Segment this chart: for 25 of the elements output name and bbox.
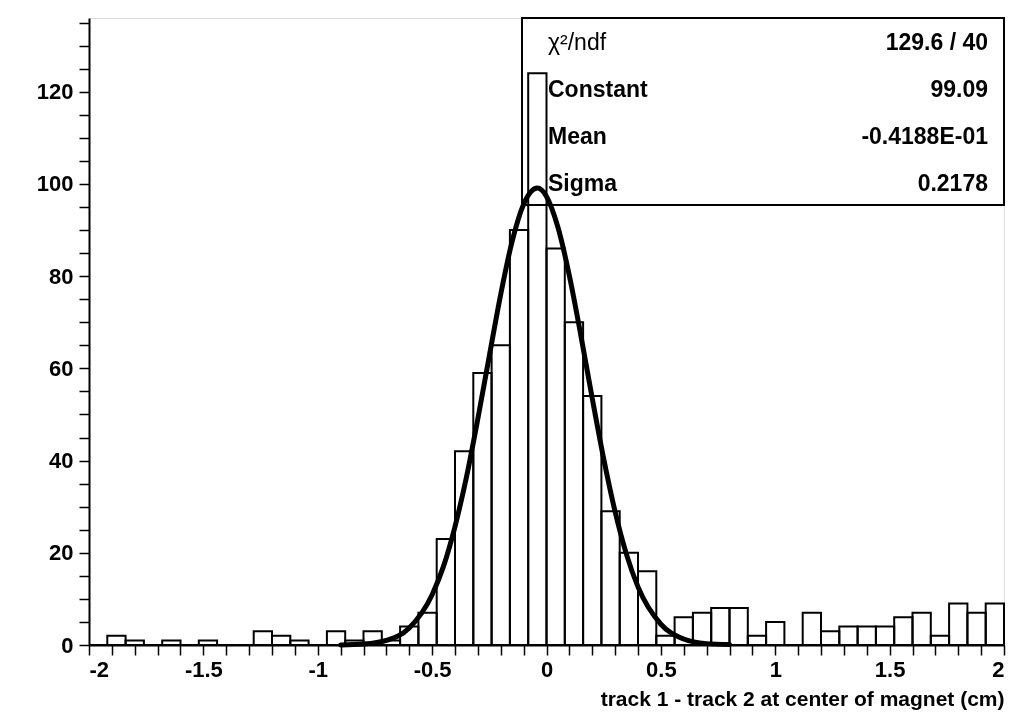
x-tick-label: 1	[769, 656, 782, 682]
x-tick-label: 1.5	[874, 656, 906, 682]
annotation: Sigma	[548, 169, 618, 196]
x-tick-label: 0	[540, 656, 554, 682]
y-tick-label: 20	[49, 540, 74, 566]
x-tick-label: 2	[992, 656, 1005, 682]
annotation: 129.6 / 40	[885, 29, 988, 56]
annotation: χ²/ndf	[548, 29, 607, 56]
y-tick-label: 100	[36, 171, 74, 197]
x-tick-label: -1.5	[184, 656, 223, 682]
annotation: 99.09	[930, 76, 988, 103]
x-tick-label: -0.5	[413, 656, 452, 682]
annotation: Mean	[548, 122, 607, 149]
annotation: Constant	[548, 76, 648, 103]
x-tick-label: 0.5	[646, 656, 677, 682]
annotation: -0.4188E-01	[861, 122, 989, 149]
annotation: 0.2178	[917, 169, 989, 196]
y-tick-label: 60	[49, 355, 74, 381]
x-tick-label: -1	[308, 656, 329, 682]
y-tick-label: 0	[61, 632, 74, 658]
x-axis-title: track 1 - track 2 at center of magnet (cm)	[600, 686, 1005, 710]
y-tick-label: 80	[49, 263, 74, 289]
y-tick-label: 120	[36, 79, 74, 105]
x-tick-label: -2	[89, 656, 110, 682]
y-tick-label: 40	[49, 448, 74, 474]
